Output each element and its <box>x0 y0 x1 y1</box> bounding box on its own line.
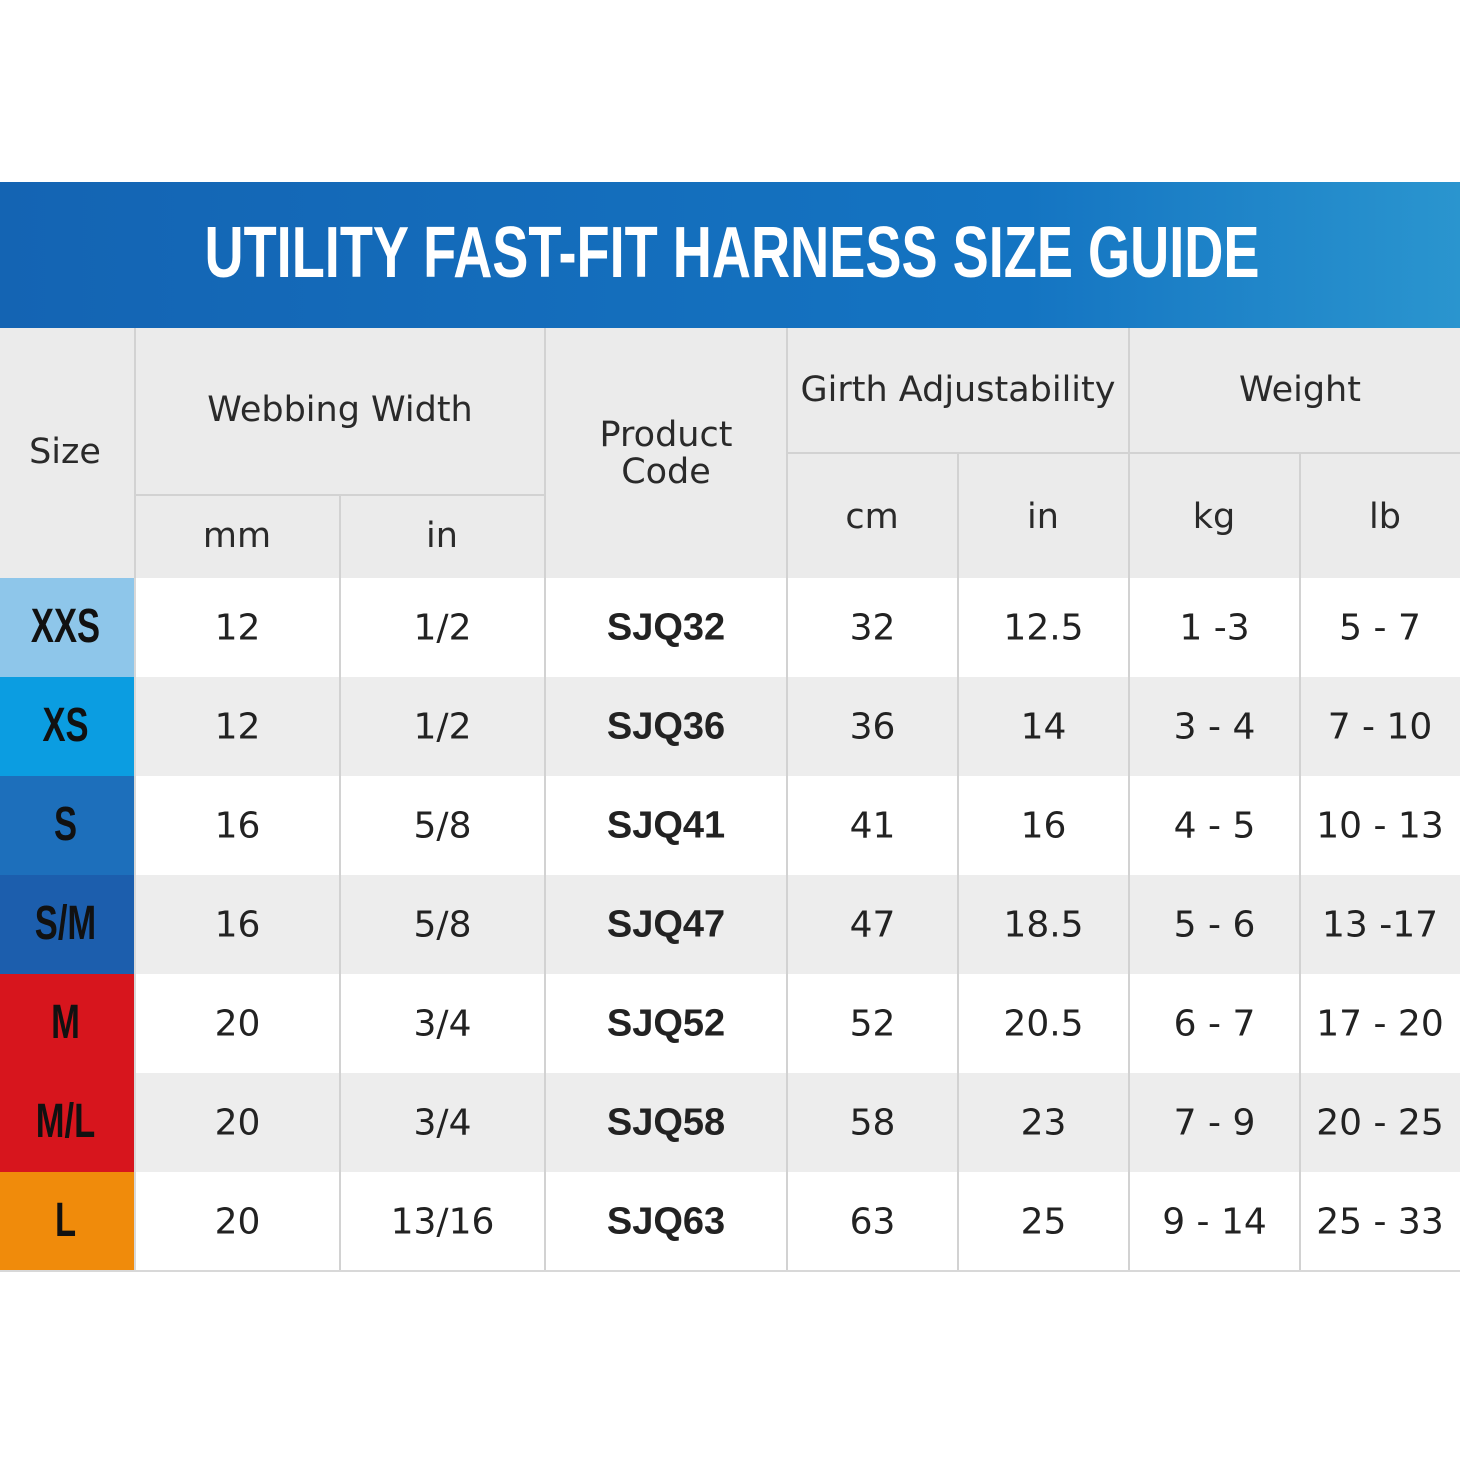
size-label: L <box>55 1193 76 1247</box>
size-cell <box>0 776 135 875</box>
table-cell: 12 <box>215 707 261 748</box>
table-cell: 25 <box>1021 1202 1067 1243</box>
size-cell <box>0 1073 135 1172</box>
table-cell: 25 - 33 <box>1316 1202 1444 1243</box>
table-cell: 7 - 9 <box>1174 1103 1256 1144</box>
header-cell: Product <box>600 415 733 455</box>
size-cell <box>0 974 135 1073</box>
unit-header: in <box>426 516 458 556</box>
table-cell: 63 <box>850 1202 896 1243</box>
row-bg <box>0 578 1460 677</box>
header-cell: Code <box>621 452 711 492</box>
table-cell: 3/4 <box>414 1004 472 1045</box>
unit-header: cm <box>845 497 898 537</box>
unit-header: kg <box>1193 497 1236 537</box>
table-cell: 12.5 <box>1003 608 1083 649</box>
table-cell: 1/2 <box>414 608 472 649</box>
size-label: S/M <box>35 896 96 950</box>
table-cell: SJQ41 <box>607 805 725 847</box>
table-cell: 10 - 13 <box>1316 806 1444 847</box>
unit-header: in <box>1027 497 1059 537</box>
table-cell: 12 <box>215 608 261 649</box>
header-cell: Webbing Width <box>207 390 472 430</box>
size-cell <box>0 677 135 776</box>
table-cell: 6 - 7 <box>1174 1004 1256 1045</box>
table-cell: 3/4 <box>414 1103 472 1144</box>
size-label: M <box>51 995 80 1049</box>
table-cell: SJQ63 <box>607 1201 725 1243</box>
table-cell: 52 <box>850 1004 896 1045</box>
table-cell: 3 - 4 <box>1174 707 1256 748</box>
size-cell <box>0 875 135 974</box>
table-cell: 20 <box>215 1103 261 1144</box>
size-cell <box>0 1172 135 1271</box>
table-cell: 20 <box>215 1004 261 1045</box>
table-cell: 32 <box>850 608 896 649</box>
table-cell: 20 <box>215 1202 261 1243</box>
table-cell: SJQ32 <box>607 607 725 649</box>
row-bg <box>0 677 1460 776</box>
row-bg <box>0 1073 1460 1172</box>
row-bg <box>0 1172 1460 1271</box>
table-cell: 5 - 6 <box>1174 905 1256 946</box>
table-cell: 20 - 25 <box>1316 1103 1444 1144</box>
title: UTILITY FAST-FIT HARNESS SIZE GUIDE <box>205 213 1260 293</box>
table-cell: 16 <box>1021 806 1067 847</box>
table-cell: 9 - 14 <box>1162 1202 1267 1243</box>
table-cell: SJQ47 <box>607 904 725 946</box>
table-cell: 1/2 <box>414 707 472 748</box>
header-cell: Girth Adjustability <box>801 370 1116 410</box>
table-cell: 23 <box>1021 1103 1067 1144</box>
size-label: XXS <box>31 599 100 653</box>
table-cell: 13/16 <box>391 1202 495 1243</box>
title-banner <box>0 182 1460 328</box>
size-label: XS <box>42 698 88 752</box>
table-cell: 18.5 <box>1003 905 1083 946</box>
table-cell: SJQ52 <box>607 1003 725 1045</box>
row-bg <box>0 776 1460 875</box>
table-cell: 36 <box>850 707 896 748</box>
table-cell: 58 <box>850 1103 896 1144</box>
row-bg <box>0 974 1460 1073</box>
row-bg <box>0 875 1460 974</box>
table-cell: 47 <box>850 905 896 946</box>
table-cell: SJQ36 <box>607 706 725 748</box>
table-cell: 41 <box>850 806 896 847</box>
size-cell <box>0 578 135 677</box>
table-cell: 5/8 <box>414 806 472 847</box>
header-cell: Size <box>29 432 101 472</box>
size-label: S <box>54 797 77 851</box>
header-cell: Weight <box>1239 370 1361 410</box>
table-cell: 7 - 10 <box>1328 707 1433 748</box>
size-label: M/L <box>36 1094 95 1148</box>
table-cell: 1 -3 <box>1179 608 1249 649</box>
table-cell: SJQ58 <box>607 1102 725 1144</box>
table-cell: 16 <box>215 806 261 847</box>
table-cell: 14 <box>1021 707 1067 748</box>
table-cell: 17 - 20 <box>1316 1004 1444 1045</box>
table-cell: 20.5 <box>1003 1004 1083 1045</box>
table-cell: 5 - 7 <box>1339 608 1421 649</box>
table-cell: 13 -17 <box>1322 905 1438 946</box>
unit-header: mm <box>203 516 271 556</box>
table-cell: 5/8 <box>414 905 472 946</box>
table-cell: 16 <box>215 905 261 946</box>
unit-header: lb <box>1369 497 1401 537</box>
table-cell: 4 - 5 <box>1174 806 1256 847</box>
